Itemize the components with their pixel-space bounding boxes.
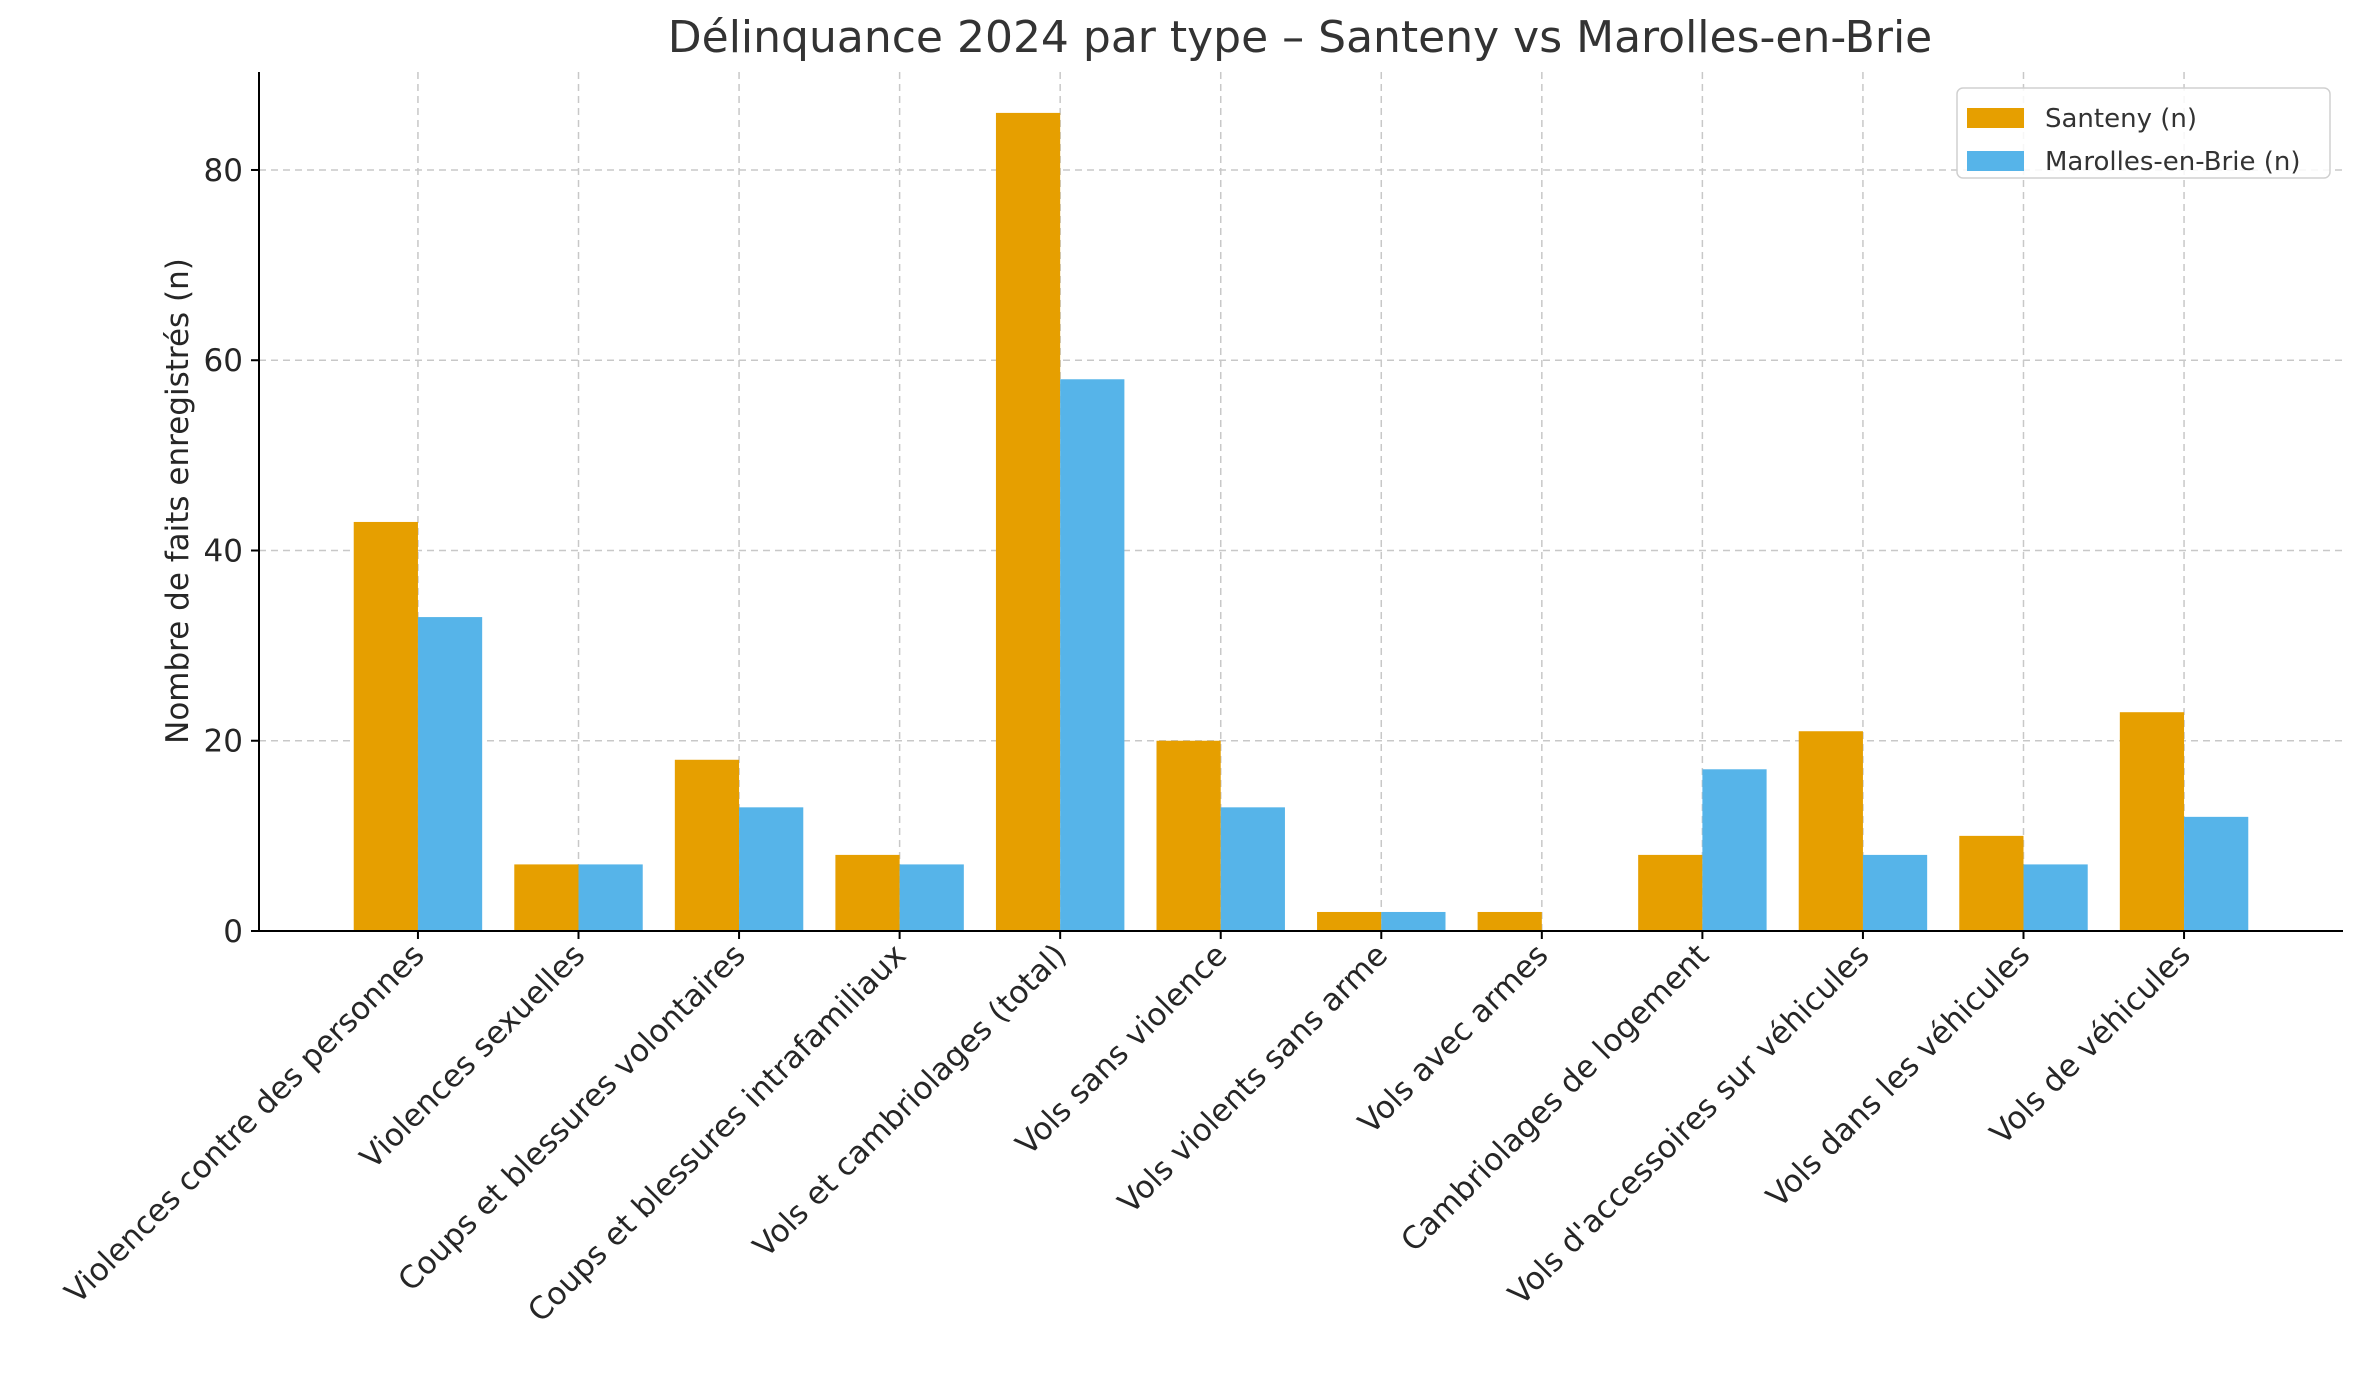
y-tick-label: 40 [204, 533, 243, 569]
bar-marolles [739, 807, 804, 931]
chart-title: Délinquance 2024 par type – Santeny vs M… [668, 12, 1932, 63]
bar-santeny [995, 112, 1061, 931]
bar-santeny [1156, 740, 1221, 931]
bar-santeny [1798, 731, 1863, 931]
axes [251, 72, 2343, 939]
x-tick-label: Cambriolages de logement [1394, 937, 1716, 1259]
legend: Santeny (n) Marolles-en-Brie (n) [1956, 87, 2331, 179]
y-tick-labels: 0 20 40 60 80 [204, 153, 243, 950]
bar-santeny [1638, 854, 1703, 931]
x-tick-labels: Violences contre des personnesViolences … [58, 937, 2198, 1329]
bar-marolles [1220, 807, 1285, 931]
x-tick-label: Vols d'accessoires sur véhicules [1502, 937, 1877, 1312]
x-tick-label: Violences contre des personnes [58, 937, 432, 1311]
y-tick-label: 60 [204, 343, 243, 379]
bar-santeny [1959, 835, 2024, 931]
bar-marolles [2184, 816, 2249, 931]
y-tick-label: 80 [204, 153, 243, 189]
gridlines [259, 72, 2343, 931]
x-tick-label: Vols et cambriolages (total) [746, 937, 1074, 1265]
bar-santeny [353, 521, 418, 931]
bar-marolles [1862, 854, 1928, 931]
bar-santeny [2119, 712, 2185, 931]
bar-santeny [674, 759, 740, 931]
x-tick-label: Coups et blessures volontaires [391, 937, 752, 1298]
legend-label: Marolles-en-Brie (n) [2045, 147, 2300, 177]
legend-label: Santeny (n) [2045, 104, 2197, 134]
y-tick-label: 20 [204, 724, 243, 760]
bar-santeny [514, 864, 579, 931]
bar-marolles [899, 864, 964, 931]
bar-santeny [1477, 911, 1542, 931]
y-axis-label: Nombre de faits enregistrés (n) [160, 258, 196, 744]
bar-marolles [2023, 864, 2088, 931]
x-tick-label: Vols violents sans arme [1111, 937, 1395, 1221]
legend-box [1956, 87, 2331, 179]
bar-marolles [1381, 911, 1446, 931]
bar-marolles [1702, 769, 1767, 931]
legend-swatch-santeny [1967, 108, 2024, 128]
bar-marolles [578, 864, 643, 931]
bar-santeny [1317, 911, 1382, 931]
legend-swatch-marolles [1967, 151, 2024, 171]
bar-santeny [835, 854, 900, 931]
bars [353, 112, 2249, 931]
bar-marolles [1060, 379, 1125, 931]
bar-marolles [417, 617, 483, 931]
x-tick-label: Vols dans les véhicules [1760, 937, 2038, 1215]
y-tick-label: 0 [223, 914, 243, 950]
